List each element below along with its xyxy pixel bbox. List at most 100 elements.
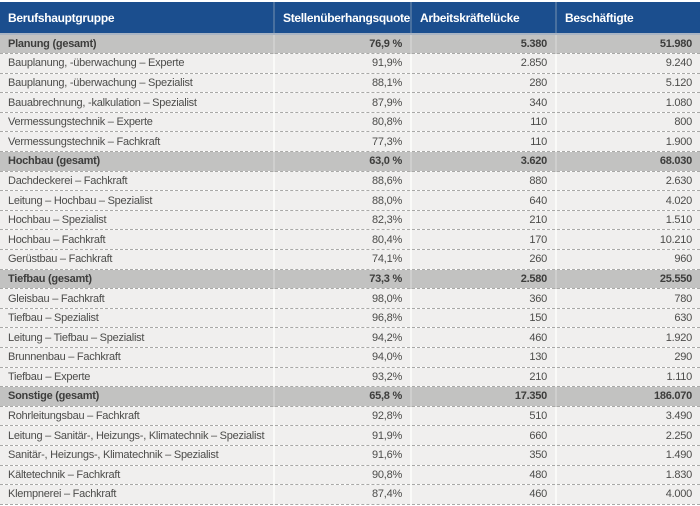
column-header-berufshauptgruppe: Berufshauptgruppe <box>0 2 274 35</box>
cell-berufshauptgruppe: Hochbau – Spezialist <box>0 210 274 231</box>
cell-beschaeftigte: 1.110 <box>555 367 700 388</box>
cell-stellenueberhangsquote: 76,9 % <box>273 34 411 55</box>
table-row: Leitung – Sanitär-, Heizungs-, Klimatech… <box>0 425 700 446</box>
cell-berufshauptgruppe: Rohrleitungsbau – Fachkraft <box>0 406 274 427</box>
cell-stellenueberhangsquote: 87,9% <box>273 92 411 113</box>
table-header: Berufshauptgruppe Stellenüberhangsquote … <box>0 2 700 35</box>
cell-arbeitskraeftelucke: 480 <box>410 465 556 486</box>
cell-stellenueberhangsquote: 73,3 % <box>273 269 411 290</box>
cell-arbeitskraeftelucke: 340 <box>410 92 556 113</box>
cell-beschaeftigte: 68.030 <box>555 151 700 172</box>
cell-beschaeftigte: 2.250 <box>555 425 700 446</box>
cell-berufshauptgruppe: Bauplanung, -überwachung – Spezialist <box>0 73 274 94</box>
cell-stellenueberhangsquote: 91,9% <box>273 53 411 74</box>
column-header-arbeitskraeftelucke: Arbeitskräftelücke <box>410 2 556 35</box>
cell-beschaeftigte: 5.120 <box>555 73 700 94</box>
cell-berufshauptgruppe: Dachdeckerei – Fachkraft <box>0 171 274 192</box>
cell-beschaeftigte: 960 <box>555 249 700 270</box>
cell-stellenueberhangsquote: 94,2% <box>273 327 411 348</box>
cell-berufshauptgruppe: Gerüstbau – Fachkraft <box>0 249 274 270</box>
cell-beschaeftigte: 51.980 <box>555 34 700 55</box>
table-row: Bauplanung, -überwachung – Experte 91,9%… <box>0 53 700 74</box>
cell-arbeitskraeftelucke: 260 <box>410 249 556 270</box>
cell-arbeitskraeftelucke: 2.850 <box>410 53 556 74</box>
table-row: Gerüstbau – Fachkraft 74,1% 260 960 <box>0 249 700 270</box>
cell-berufshauptgruppe: Leitung – Hochbau – Spezialist <box>0 190 274 211</box>
cell-beschaeftigte: 3.490 <box>555 406 700 427</box>
table-row: Rohrleitungsbau – Fachkraft 92,8% 510 3.… <box>0 406 700 427</box>
cell-stellenueberhangsquote: 77,3% <box>273 131 411 153</box>
cell-berufshauptgruppe: Leitung – Sanitär-, Heizungs-, Klimatech… <box>0 425 274 446</box>
section-row: Hochbau (gesamt) 63,0 % 3.620 68.030 <box>0 151 700 172</box>
column-header-stellenueberhangsquote: Stellenüberhangsquote <box>273 2 411 35</box>
cell-arbeitskraeftelucke: 460 <box>410 484 556 505</box>
cell-arbeitskraeftelucke: 210 <box>410 367 556 388</box>
cell-arbeitskraeftelucke: 2.580 <box>410 269 556 290</box>
table-row: Tiefbau – Spezialist 96,8% 150 630 <box>0 308 700 329</box>
cell-berufshauptgruppe: Leitung – Tiefbau – Spezialist <box>0 327 274 348</box>
cell-stellenueberhangsquote: 65,8 % <box>273 386 411 407</box>
cell-stellenueberhangsquote: 80,4% <box>273 229 411 251</box>
cell-arbeitskraeftelucke: 280 <box>410 73 556 94</box>
section-row: Tiefbau (gesamt) 73,3 % 2.580 25.550 <box>0 269 700 290</box>
cell-arbeitskraeftelucke: 150 <box>410 308 556 329</box>
cell-berufshauptgruppe: Sonstige (gesamt) <box>0 386 274 407</box>
cell-berufshauptgruppe: Kältetechnik – Fachkraft <box>0 465 274 486</box>
table-row: Vermessungstechnik – Fachkraft 77,3% 110… <box>0 131 700 153</box>
table-row: Hochbau – Fachkraft 80,4% 170 10.210 <box>0 229 700 251</box>
cell-stellenueberhangsquote: 82,3% <box>273 210 411 231</box>
table-row: Bauplanung, -überwachung – Spezialist 88… <box>0 73 700 94</box>
cell-beschaeftigte: 290 <box>555 347 700 368</box>
cell-beschaeftigte: 630 <box>555 308 700 329</box>
cell-berufshauptgruppe: Bauplanung, -überwachung – Experte <box>0 53 274 74</box>
cell-arbeitskraeftelucke: 660 <box>410 425 556 446</box>
cell-stellenueberhangsquote: 80,8% <box>273 112 411 133</box>
cell-stellenueberhangsquote: 90,8% <box>273 465 411 486</box>
cell-beschaeftigte: 1.900 <box>555 131 700 153</box>
cell-beschaeftigte: 1.830 <box>555 465 700 486</box>
cell-beschaeftigte: 1.920 <box>555 327 700 348</box>
cell-beschaeftigte: 2.630 <box>555 171 700 192</box>
cell-beschaeftigte: 10.210 <box>555 229 700 251</box>
table-row: Klempnerei – Fachkraft 87,4% 460 4.000 <box>0 484 700 505</box>
cell-arbeitskraeftelucke: 17.350 <box>410 386 556 407</box>
column-header-beschaeftigte: Beschäftigte <box>555 2 700 35</box>
cell-berufshauptgruppe: Tiefbau – Spezialist <box>0 308 274 329</box>
header-row: Berufshauptgruppe Stellenüberhangsquote … <box>0 2 700 35</box>
cell-arbeitskraeftelucke: 350 <box>410 445 556 466</box>
section-row: Planung (gesamt) 76,9 % 5.380 51.980 <box>0 34 700 55</box>
cell-beschaeftigte: 4.020 <box>555 190 700 211</box>
cell-berufshauptgruppe: Tiefbau (gesamt) <box>0 269 274 290</box>
cell-arbeitskraeftelucke: 640 <box>410 190 556 211</box>
cell-berufshauptgruppe: Gleisbau – Fachkraft <box>0 288 274 309</box>
table-row: Brunnenbau – Fachkraft 94,0% 130 290 <box>0 347 700 368</box>
cell-berufshauptgruppe: Vermessungstechnik – Fachkraft <box>0 131 274 153</box>
cell-arbeitskraeftelucke: 110 <box>410 112 556 133</box>
cell-beschaeftigte: 1.490 <box>555 445 700 466</box>
table-row: Leitung – Tiefbau – Spezialist 94,2% 460… <box>0 327 700 348</box>
cell-berufshauptgruppe: Bauabrechnung, -kalkulation – Spezialist <box>0 92 274 113</box>
cell-berufshauptgruppe: Sanitär-, Heizungs-, Klimatechnik – Spez… <box>0 445 274 466</box>
cell-stellenueberhangsquote: 93,2% <box>273 367 411 388</box>
cell-berufshauptgruppe: Brunnenbau – Fachkraft <box>0 347 274 368</box>
cell-arbeitskraeftelucke: 110 <box>410 131 556 153</box>
cell-arbeitskraeftelucke: 3.620 <box>410 151 556 172</box>
cell-berufshauptgruppe: Planung (gesamt) <box>0 34 274 55</box>
cell-stellenueberhangsquote: 88,1% <box>273 73 411 94</box>
cell-arbeitskraeftelucke: 510 <box>410 406 556 427</box>
cell-beschaeftigte: 186.070 <box>555 386 700 407</box>
cell-stellenueberhangsquote: 88,0% <box>273 190 411 211</box>
cell-stellenueberhangsquote: 92,8% <box>273 406 411 427</box>
cell-stellenueberhangsquote: 74,1% <box>273 249 411 270</box>
cell-stellenueberhangsquote: 91,6% <box>273 445 411 466</box>
cell-beschaeftigte: 800 <box>555 112 700 133</box>
table-body: Planung (gesamt) 76,9 % 5.380 51.980 Bau… <box>0 34 700 505</box>
cell-arbeitskraeftelucke: 210 <box>410 210 556 231</box>
cell-stellenueberhangsquote: 96,8% <box>273 308 411 329</box>
cell-stellenueberhangsquote: 98,0% <box>273 288 411 309</box>
cell-arbeitskraeftelucke: 460 <box>410 327 556 348</box>
section-row: Sonstige (gesamt) 65,8 % 17.350 186.070 <box>0 386 700 407</box>
table-row: Dachdeckerei – Fachkraft 88,6% 880 2.630 <box>0 171 700 192</box>
cell-arbeitskraeftelucke: 130 <box>410 347 556 368</box>
